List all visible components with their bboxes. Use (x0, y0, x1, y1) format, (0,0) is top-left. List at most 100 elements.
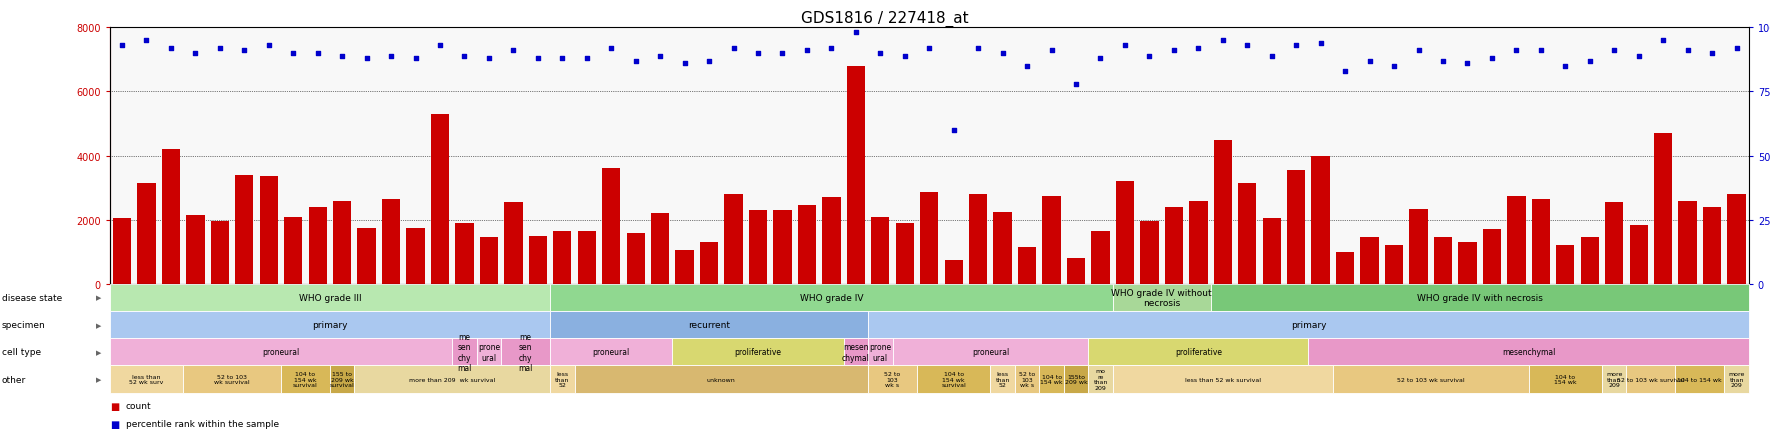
Text: ▶: ▶ (96, 376, 101, 382)
Text: proneural: proneural (593, 348, 630, 357)
Text: me
sen
chy
mal: me sen chy mal (519, 332, 533, 372)
Point (1234, 43, 1262, 49)
Bar (308, 207, 327, 284)
Text: 52 to 103 wk survival: 52 to 103 wk survival (1618, 377, 1685, 381)
Bar (1409, 209, 1428, 284)
Point (524, 56, 552, 62)
Text: ▶: ▶ (96, 295, 101, 301)
Bar (504, 203, 522, 284)
Text: other: other (2, 375, 27, 384)
Text: mesen
chymal: mesen chymal (843, 342, 869, 362)
Bar (1630, 225, 1648, 284)
Text: primary: primary (1290, 320, 1326, 329)
Bar (651, 214, 669, 284)
Point (549, 56, 577, 62)
Point (230, 48, 258, 55)
Bar (382, 200, 400, 284)
Point (1135, 53, 1163, 60)
Bar (333, 201, 350, 284)
Text: primary: primary (312, 320, 347, 329)
Bar (480, 238, 497, 284)
Text: cell type: cell type (2, 348, 41, 357)
Bar (1043, 196, 1060, 284)
Bar (1384, 246, 1404, 284)
Point (1503, 48, 1531, 55)
Point (621, 58, 650, 65)
Point (1428, 58, 1457, 65)
Text: 52 to
103
wk s: 52 to 103 wk s (885, 371, 901, 388)
Bar (846, 66, 866, 284)
Bar (1653, 134, 1673, 284)
Text: ■: ■ (110, 401, 119, 411)
Bar (1336, 252, 1354, 284)
Text: less
than
52: less than 52 (556, 371, 570, 388)
Bar (1703, 207, 1720, 284)
Point (255, 43, 283, 49)
Point (427, 43, 455, 49)
Point (1528, 48, 1556, 55)
Point (1722, 45, 1751, 52)
Bar (724, 194, 743, 284)
Point (133, 38, 161, 45)
Bar (1165, 207, 1182, 284)
Point (940, 127, 968, 134)
Bar (577, 231, 596, 284)
Text: mesenchymal: mesenchymal (1503, 348, 1556, 357)
Point (327, 53, 356, 60)
Point (793, 48, 821, 55)
Point (1575, 58, 1604, 65)
Point (1673, 48, 1701, 55)
Point (1650, 38, 1678, 45)
Bar (113, 219, 131, 284)
Point (474, 56, 503, 62)
Text: ▶: ▶ (96, 322, 101, 328)
Point (1404, 48, 1432, 55)
Bar (1483, 230, 1501, 284)
Point (1453, 61, 1481, 68)
Text: disease state: disease state (2, 293, 62, 302)
Point (1551, 63, 1579, 70)
Bar (283, 217, 303, 284)
Text: prone
ural: prone ural (869, 342, 892, 362)
Bar (945, 260, 963, 284)
Bar (1458, 243, 1476, 284)
Bar (1605, 203, 1623, 284)
Bar (773, 210, 791, 284)
Point (205, 45, 234, 52)
Point (1478, 56, 1506, 62)
Text: more
than
209: more than 209 (1728, 371, 1745, 388)
Bar (407, 228, 425, 284)
Bar (1581, 238, 1598, 284)
Bar (1189, 201, 1207, 284)
Bar (1361, 238, 1379, 284)
Point (1087, 56, 1115, 62)
Text: proneural: proneural (262, 348, 299, 357)
Bar (211, 222, 228, 284)
Point (352, 56, 381, 62)
Point (671, 61, 699, 68)
Bar (1312, 156, 1329, 284)
Text: 52 to 103 wk survival: 52 to 103 wk survival (1397, 377, 1464, 381)
Bar (1140, 222, 1159, 284)
Bar (138, 184, 156, 284)
Point (108, 43, 136, 49)
Point (696, 58, 724, 65)
Bar (699, 243, 719, 284)
Point (573, 56, 602, 62)
Point (158, 45, 186, 52)
Bar (186, 215, 205, 284)
Point (280, 50, 308, 57)
Text: count: count (126, 401, 150, 411)
Bar (529, 236, 547, 284)
Text: 104 to
154 wk
survival: 104 to 154 wk survival (942, 371, 966, 388)
Bar (1508, 196, 1526, 284)
Point (915, 45, 943, 52)
Point (1012, 63, 1041, 70)
Bar (1067, 259, 1085, 284)
Bar (602, 169, 621, 284)
Text: mo
re
than
209: mo re than 209 (1094, 368, 1108, 390)
Point (181, 50, 209, 57)
Point (768, 50, 796, 57)
Bar (920, 193, 938, 284)
Point (1356, 58, 1384, 65)
